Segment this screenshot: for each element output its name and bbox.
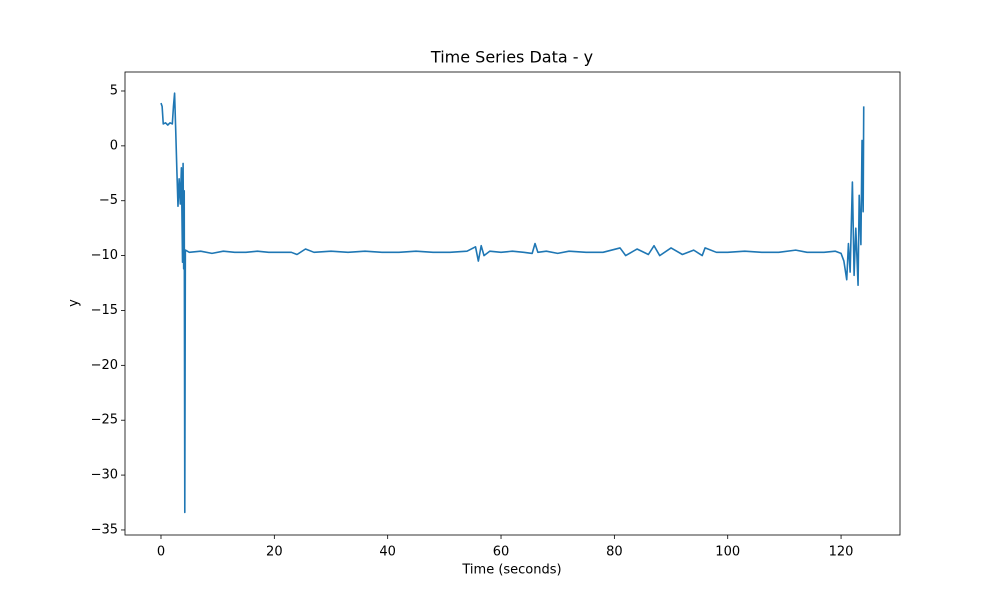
data-line [160,92,865,514]
x-tick-label: 40 [379,545,396,560]
x-tick-label: 60 [493,545,510,560]
y-tick-label: −20 [91,358,118,373]
y-tick-label: 0 [110,138,118,153]
x-tick-label: 20 [266,545,283,560]
x-tick-label: 120 [829,545,854,560]
y-axis-label: y [67,299,82,307]
chart-title: Time Series Data - y [430,48,593,67]
y-tick-label: −35 [91,522,118,537]
y-tick-label: −5 [99,193,118,208]
x-axis-label: Time (seconds) [461,563,561,578]
axes-frame [124,71,901,536]
x-tick-label: 0 [157,545,165,560]
y-tick-label: −15 [91,303,118,318]
y-tick-label: −25 [91,413,118,428]
y-tick-label: −10 [91,248,118,263]
x-tick-label: 100 [715,545,740,560]
y-tick-label: 5 [110,83,118,98]
y-tick-label: −30 [91,468,118,483]
x-tick-label: 80 [606,545,623,560]
